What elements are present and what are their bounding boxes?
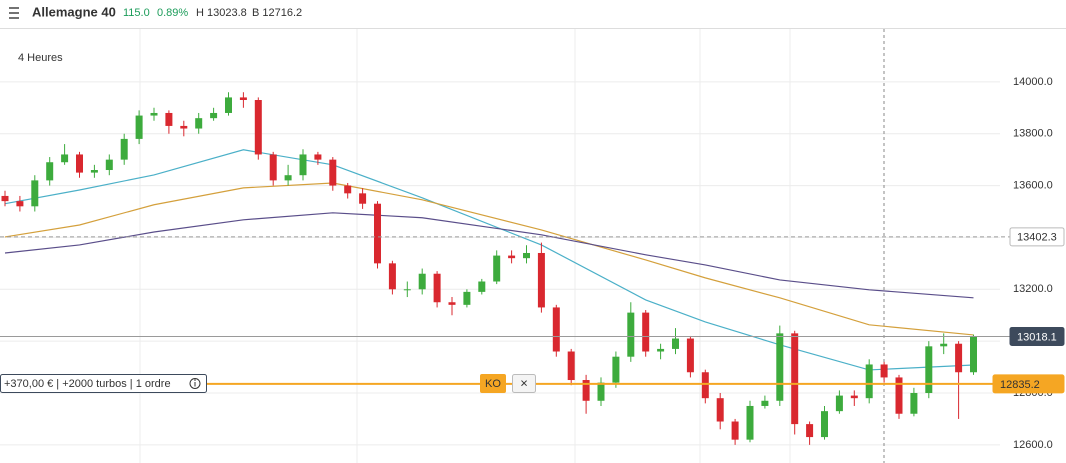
candle-body: [403, 289, 411, 291]
change: 115.0: [123, 7, 150, 19]
menu-icon[interactable]: [9, 7, 19, 19]
candle-body: [388, 263, 396, 290]
y-tick-label: 13800.0: [1013, 128, 1053, 140]
candle-body: [165, 112, 173, 126]
candle-body: [686, 338, 694, 373]
candle-body: [672, 338, 679, 349]
candle-body: [120, 138, 128, 160]
candle-body: [552, 307, 560, 352]
candle-body: [16, 201, 24, 207]
candle-body: [478, 281, 486, 292]
candle-body: [61, 154, 69, 163]
candle-body: [135, 115, 143, 139]
candle-body: [835, 395, 843, 412]
y-tick-label: 13200.0: [1013, 283, 1053, 295]
candle-body: [701, 372, 709, 399]
close-label: ×: [520, 375, 528, 390]
candle-body: [180, 125, 188, 129]
candle-body: [821, 411, 828, 438]
y-tick-label: 14000.0: [1013, 76, 1053, 88]
y-tick-label: 13600.0: [1013, 179, 1053, 191]
candle-body: [493, 255, 501, 282]
candle-body: [225, 97, 232, 113]
change-pct: 0.89%: [157, 7, 188, 19]
y-tick-label: 12600.0: [1013, 439, 1053, 451]
moving-average: [4, 182, 974, 336]
candle-body: [239, 97, 247, 101]
candle-body: [925, 346, 933, 393]
candle-body: [269, 154, 277, 181]
candle-body: [329, 159, 337, 186]
price-level-badge: [1009, 227, 1065, 247]
price-level-badge: [1009, 326, 1065, 346]
candle-body: [1, 195, 9, 202]
candle-body: [76, 154, 83, 173]
timeframe: 4 Heures: [18, 52, 63, 64]
candle-body: [642, 312, 650, 352]
candle-body: [940, 343, 948, 347]
low: B 12716.2: [252, 7, 302, 19]
candle-body: [418, 273, 426, 290]
candle-body: [910, 392, 918, 414]
candle-body: [806, 424, 814, 438]
candle-body: [537, 252, 545, 308]
candle-body: [716, 398, 724, 422]
instrument: Allemagne 40: [32, 4, 116, 19]
candle-body: [657, 348, 665, 352]
candle-body: [150, 112, 158, 116]
candle-body: [776, 333, 784, 401]
candle-body: [850, 395, 858, 399]
candle-body: [254, 100, 262, 155]
candle-body: [627, 312, 635, 357]
position-summary: +370,00 € | +2000 turbos | 1 ordre: [4, 378, 171, 390]
position-badge[interactable]: +370,00 € | +2000 turbos | 1 ordre: [0, 374, 207, 393]
candle-body: [746, 405, 754, 440]
candle-body: [761, 400, 769, 406]
price-level-label: 13402.3: [1017, 232, 1057, 244]
candle-body: [433, 273, 441, 303]
vertical-grid: [139, 29, 791, 463]
price-level-label: 13018.1: [1017, 331, 1057, 343]
candle-body: [791, 333, 799, 425]
marks: [1, 92, 977, 445]
candle-body: [955, 343, 963, 373]
candle-body: [210, 112, 218, 119]
candle-body: [359, 193, 367, 204]
candle-body: [612, 356, 620, 383]
high: H 13023.8: [196, 7, 247, 19]
candle-body: [284, 175, 292, 181]
candle-body: [314, 154, 322, 160]
candle-body: [731, 421, 739, 440]
candle-body: [463, 291, 471, 305]
candle-body: [880, 364, 888, 378]
candle-body: [448, 302, 456, 305]
candle-body: [46, 162, 54, 181]
ko-button[interactable]: KO: [480, 374, 506, 393]
candle-body: [970, 336, 977, 373]
candle-body: [508, 255, 516, 259]
candle-body: [582, 380, 590, 401]
price-level-badge: [992, 374, 1065, 394]
candle-body: [895, 377, 903, 414]
candle-body: [374, 203, 381, 264]
candle-body: [567, 351, 575, 381]
candle-body: [523, 252, 530, 259]
candle-body: [105, 159, 113, 171]
candle-body: [597, 382, 605, 401]
ko-label: KO: [485, 378, 501, 390]
price-level-label: 12835.2: [1000, 379, 1040, 391]
top-bar: [0, 0, 1066, 28]
candle-body: [344, 185, 352, 194]
candle-body: [90, 170, 98, 173]
moving-average: [4, 212, 974, 299]
candle-body: [865, 364, 873, 399]
candle-body: [195, 118, 203, 129]
candle-body: [299, 154, 307, 176]
candle-body: [31, 180, 39, 207]
close-button[interactable]: ×: [512, 374, 536, 393]
